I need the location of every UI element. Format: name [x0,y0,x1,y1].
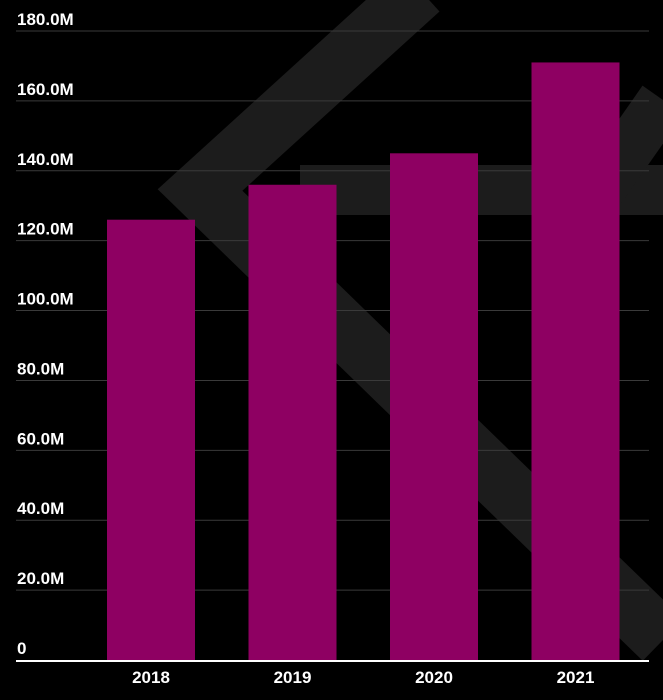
x-tick-label: 2018 [132,668,170,687]
y-tick-label: 40.0M [17,499,64,518]
bar-2020 [390,153,478,661]
bars [107,62,620,661]
y-tick-label: 60.0M [17,429,64,448]
y-tick-label: 140.0M [17,150,74,169]
y-tick-label: 120.0M [17,220,74,239]
x-tick-label: 2021 [557,668,595,687]
y-tick-label: 80.0M [17,359,64,378]
x-tick-label: 2020 [415,668,453,687]
bar-2021 [531,62,620,660]
bar-2018 [107,219,195,660]
x-tick-label: 2019 [274,668,312,687]
y-tick-label: 180.0M [17,10,74,29]
bar-2019 [248,184,337,660]
watermark-stroke-main [157,0,663,661]
y-tick-label: 20.0M [17,569,64,588]
y-tick-label: 160.0M [17,80,74,99]
y-tick-label: 100.0M [17,290,74,309]
x-axis-labels: 2018 2019 2020 2021 [132,668,594,687]
y-axis-labels: 0 20.0M 40.0M 60.0M 80.0M 100.0M 120.0M 140.0M 1… [17,10,74,658]
y-tick-label: 0 [17,639,26,658]
